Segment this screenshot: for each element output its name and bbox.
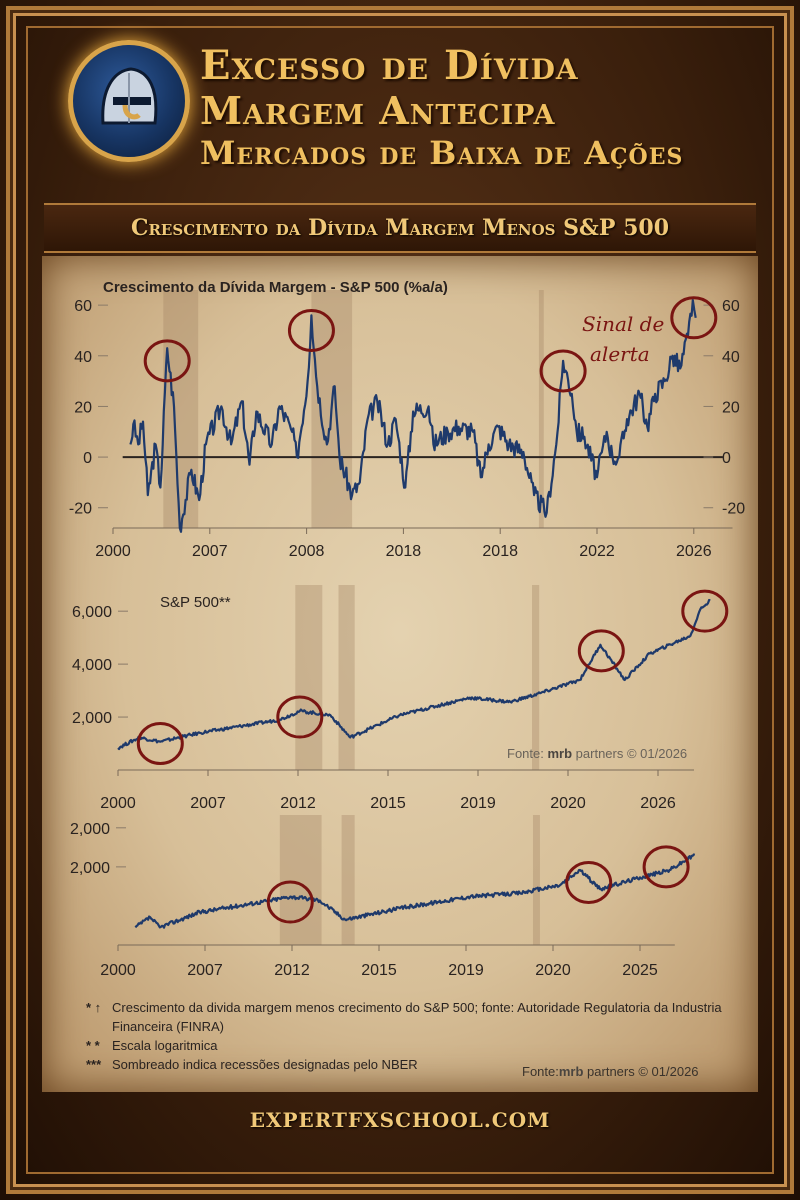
highlight-circle [266, 880, 314, 924]
highlight-circle [136, 722, 184, 766]
helmet-icon [101, 67, 158, 125]
footnote-text: Crescimento da divida margem menos creci… [112, 1000, 722, 1034]
highlight-circle [670, 296, 718, 340]
alert-label-line1: Sinal de [582, 312, 665, 336]
x-tick-label: 2022 [579, 543, 615, 560]
x-tick-label: 2007 [187, 962, 223, 979]
y-tick-label-right: 20 [722, 399, 740, 416]
source-footer: Fonte:mrb partners © 01/2026 [522, 1064, 699, 1079]
x-tick-label: 2012 [280, 795, 316, 812]
y-tick-label: 20 [74, 399, 92, 416]
y-tick-label: 2,000 [70, 860, 110, 877]
highlight-circle [287, 308, 335, 352]
x-tick-label: 2020 [535, 962, 571, 979]
recession-band [341, 815, 355, 945]
highlight-circle [276, 695, 324, 739]
x-tick-label: 2019 [460, 795, 496, 812]
x-tick-label: 2008 [289, 543, 325, 560]
x-tick-label: 2026 [640, 795, 676, 812]
recession-band [163, 290, 199, 528]
title-line-3: Mercados de Baixa de Ações [200, 134, 684, 172]
source-prefix: Fonte: [522, 1064, 559, 1079]
highlight-circle [681, 589, 729, 633]
source-chart2: Fonte: mrb partners © 01/2026 [507, 746, 687, 761]
source-brand: mrb [547, 746, 573, 761]
title-line-1: Excesso de Dívida [200, 42, 579, 89]
y-tick-label: 40 [74, 349, 92, 366]
source-suffix: partners © 01/2026 [575, 746, 688, 761]
x-tick-label: 2007 [192, 543, 228, 560]
footnote-1: * ↑ Crescimento da divida margem menos cr… [86, 998, 736, 1036]
footnote-2: * * Escala logaritmica [86, 1036, 736, 1055]
footnote-marker: * ↑ [86, 1000, 102, 1015]
x-tick-label: 2012 [274, 962, 310, 979]
x-tick-label: 2000 [95, 543, 131, 560]
footnotes: * ↑ Crescimento da divida margem menos cr… [86, 998, 736, 1074]
chart-2: 2000 2007 2012 2015 2019 2020 2026 6,000 4,000 2,… [72, 585, 729, 812]
chart-3: 2000 2007 2012 2015 2019 2020 2025 2,000 2,000 [70, 815, 696, 979]
y-tick-label: 4,000 [72, 657, 112, 674]
footnote-3: *** Sombreado indica recessões designadas… [86, 1055, 736, 1074]
y-tick-label: 2,000 [70, 821, 110, 838]
x-tick-label: 2015 [370, 795, 406, 812]
recession-band [538, 290, 544, 528]
x-tick-label: 2000 [100, 962, 136, 979]
x-tick-label: 2026 [676, 543, 712, 560]
source-brand: mrb [558, 1064, 584, 1079]
footnote-text: Escala logaritmica [112, 1038, 218, 1053]
y-tick-label: 2,000 [72, 710, 112, 727]
title-line-2: Margem Antecipa [200, 88, 556, 133]
source-suffix: partners © 01/2026 [587, 1064, 699, 1079]
x-tick-label: 2020 [550, 795, 586, 812]
y-tick-label-right: 60 [722, 298, 740, 315]
highlight-circle [577, 629, 625, 673]
y-tick-label: -20 [69, 501, 92, 518]
recession-band [532, 585, 540, 770]
inner-border [26, 26, 774, 1174]
x-tick-label: 2007 [190, 795, 226, 812]
series-line [134, 853, 696, 929]
highlight-circle [143, 339, 191, 383]
y-tick-label-right: 0 [722, 450, 731, 467]
recession-band [295, 585, 323, 770]
y-tick-label: 0 [83, 450, 92, 467]
y-tick-label-right: -20 [722, 501, 745, 518]
x-tick-label: 2025 [622, 962, 658, 979]
series-line [129, 299, 697, 533]
chart2-title: S&P 500** [160, 594, 231, 611]
chart1-title: Crescimento da Dívida Margem - S&P 500 (… [103, 279, 448, 296]
y-tick-label: 60 [74, 298, 92, 315]
highlight-circle [565, 861, 613, 904]
knight-helmet-logo [68, 40, 190, 162]
y-tick-label-right: 40 [722, 349, 740, 366]
footnote-marker: * * [86, 1038, 100, 1053]
x-tick-label: 2000 [100, 795, 136, 812]
highlight-circle [642, 845, 690, 889]
highlight-circle [539, 349, 587, 393]
alert-label-line2: alerta [590, 342, 650, 366]
x-tick-label: 2019 [448, 962, 484, 979]
x-tick-label: 2018 [386, 543, 422, 560]
ornate-border [6, 6, 794, 1194]
x-tick-label: 2018 [482, 543, 518, 560]
source-prefix: Fonte: [507, 746, 544, 761]
website-footer: EXPERTFXSCHOOL.COM [249, 1108, 551, 1132]
series-line [117, 598, 711, 751]
footnote-text: Sombreado indica recessões designadas pe… [112, 1057, 418, 1072]
footnote-marker: *** [86, 1057, 102, 1072]
recession-band [279, 815, 322, 945]
x-tick-label: 2015 [361, 962, 397, 979]
section-banner: Crescimento da Dívida Margem Menos S&P 5… [44, 203, 756, 253]
y-tick-label: 6,000 [72, 604, 112, 621]
recession-band [338, 585, 355, 770]
recession-band [532, 815, 540, 945]
